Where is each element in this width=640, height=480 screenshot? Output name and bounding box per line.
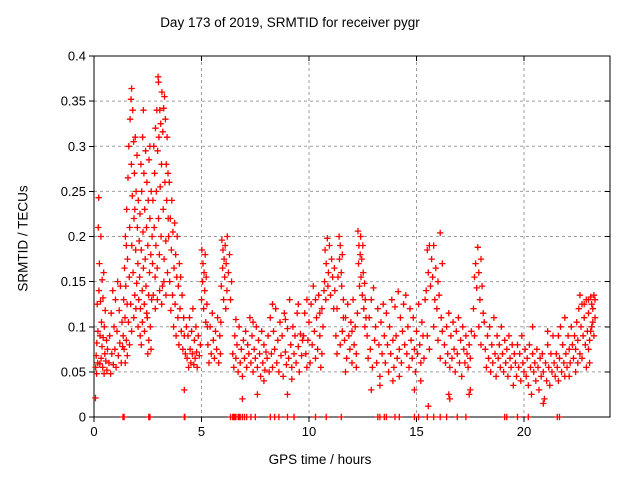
grid-path	[94, 56, 610, 417]
scatter-points	[92, 73, 599, 421]
x-axis-label: GPS time / hours	[268, 452, 372, 467]
scatter-points-path	[92, 73, 599, 421]
x-tick-label: 20	[517, 424, 531, 439]
grid-lines	[94, 56, 610, 417]
axis-tick-marks	[89, 55, 610, 422]
plot-border	[93, 55, 611, 418]
x-tick-label: 10	[302, 424, 316, 439]
y-tick-label: 0	[79, 410, 86, 425]
y-tick-label: 0.2	[68, 229, 86, 244]
y-tick-label: 0.3	[68, 139, 86, 154]
x-tick-label: 0	[90, 424, 97, 439]
chart-title: Day 173 of 2019, SRMTID for receiver pyg…	[160, 15, 420, 30]
y-tick-label: 0.1	[68, 319, 86, 334]
y-tick-label: 0.4	[68, 49, 86, 64]
y-tick-label: 0.05	[61, 364, 86, 379]
x-tick-label: 15	[409, 424, 423, 439]
y-tick-label: 0.35	[61, 94, 86, 109]
y-tick-label: 0.15	[61, 274, 86, 289]
x-tick-labels: 0 5 10 15 20	[90, 424, 531, 439]
y-tick-labels: 0 0.05 0.1 0.15 0.2 0.25 0.3 0.35 0.4	[61, 49, 86, 425]
tick-path	[89, 55, 610, 422]
y-tick-label: 0.25	[61, 184, 86, 199]
x-tick-label: 5	[198, 424, 205, 439]
